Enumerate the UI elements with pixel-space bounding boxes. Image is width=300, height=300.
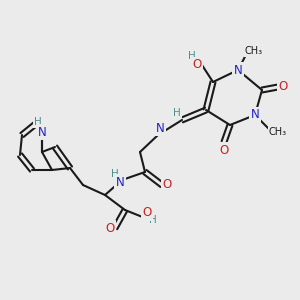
Text: O: O (278, 80, 288, 94)
Text: H: H (111, 169, 119, 179)
Text: N: N (38, 125, 46, 139)
Text: N: N (250, 109, 260, 122)
Text: H: H (149, 215, 157, 225)
Text: H: H (188, 51, 196, 61)
Text: O: O (162, 178, 172, 191)
Text: N: N (234, 64, 242, 76)
Text: O: O (219, 143, 229, 157)
Text: O: O (192, 58, 202, 71)
Text: O: O (105, 221, 115, 235)
Text: H: H (34, 117, 42, 127)
Text: N: N (156, 122, 164, 134)
Text: N: N (116, 176, 124, 188)
Text: CH₃: CH₃ (269, 127, 287, 137)
Text: O: O (142, 206, 152, 220)
Text: CH₃: CH₃ (245, 46, 263, 56)
Text: H: H (173, 108, 181, 118)
